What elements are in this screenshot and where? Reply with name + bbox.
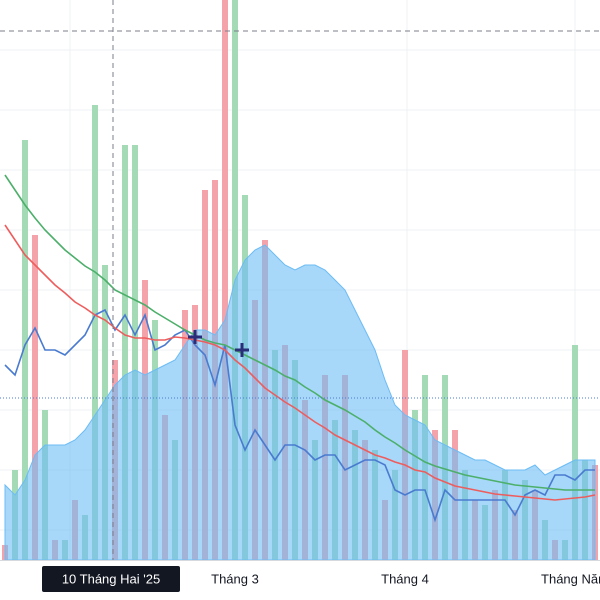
x-tick-label: Tháng Năm	[541, 571, 600, 586]
volume-bar	[122, 145, 128, 560]
x-tick-label: Tháng 3	[211, 571, 259, 586]
x-axis: Tháng 3 Tháng 4 Tháng Năm	[211, 571, 600, 586]
volume-bar	[32, 235, 38, 560]
line	[4, 308, 595, 523]
crosshair-label-bg	[42, 566, 180, 592]
volume-bar	[222, 0, 228, 560]
volume-bar	[22, 140, 28, 560]
line	[4, 224, 596, 501]
line	[4, 174, 595, 491]
volume-bar	[132, 145, 138, 560]
crosshair-label: 10 Tháng Hai '25	[62, 571, 160, 586]
cross-marker	[188, 330, 249, 357]
volume-bar	[92, 105, 98, 560]
x-tick-label: Tháng 4	[381, 571, 429, 586]
line-layer	[4, 174, 596, 523]
volume-bar	[572, 345, 578, 560]
area	[4, 244, 596, 561]
area-layer	[4, 244, 596, 561]
